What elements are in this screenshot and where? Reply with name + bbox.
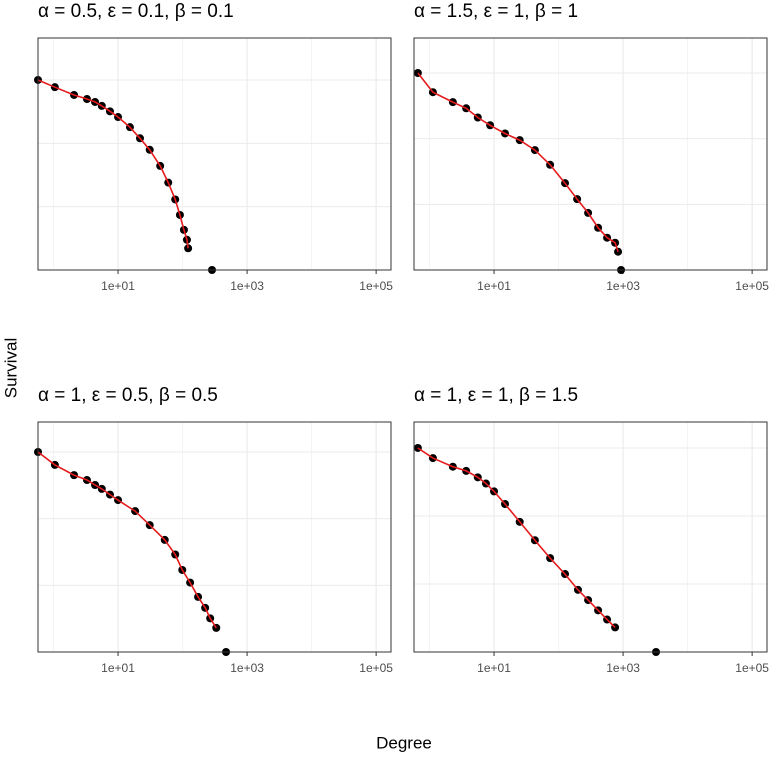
x-tick-label: 1e+03 xyxy=(230,661,264,675)
panel-border xyxy=(37,421,392,653)
x-tick-label: 1e+05 xyxy=(359,279,393,293)
y-axis-label: Survival xyxy=(1,338,20,398)
data-point xyxy=(184,244,193,253)
panel-title: α = 0.5, ε = 0.1, β = 0.1 xyxy=(38,1,234,22)
fit-line xyxy=(37,79,189,249)
panel-border xyxy=(37,37,392,271)
panel-border xyxy=(413,37,768,271)
fit-line xyxy=(37,451,217,629)
panel-background xyxy=(414,422,767,652)
x-tick-label: 1e+01 xyxy=(101,661,135,675)
x-tick-label: 1e+05 xyxy=(359,661,393,675)
x-tick-label: 1e+03 xyxy=(606,279,640,293)
panel-background xyxy=(38,38,391,270)
x-tick-label: 1e+01 xyxy=(477,661,511,675)
x-tick-label: 1e+03 xyxy=(606,661,640,675)
x-tick-label: 1e+01 xyxy=(101,279,135,293)
x-tick-label: 1e+01 xyxy=(477,279,511,293)
panel-title: α = 1, ε = 0.5, β = 0.5 xyxy=(38,385,218,406)
fit-line xyxy=(417,72,619,252)
panel-background xyxy=(414,38,767,270)
x-tick-label: 1e+05 xyxy=(735,661,769,675)
x-axis-label: Degree xyxy=(376,733,432,752)
panel-title: α = 1.5, ε = 1, β = 1 xyxy=(414,1,578,22)
panel-title: α = 1, ε = 1, β = 1.5 xyxy=(414,385,578,406)
panel-border xyxy=(413,421,768,653)
x-tick-label: 1e+03 xyxy=(230,279,264,293)
x-tick-label: 1e+05 xyxy=(735,279,769,293)
fit-line xyxy=(417,447,616,628)
panel-background xyxy=(38,422,391,652)
